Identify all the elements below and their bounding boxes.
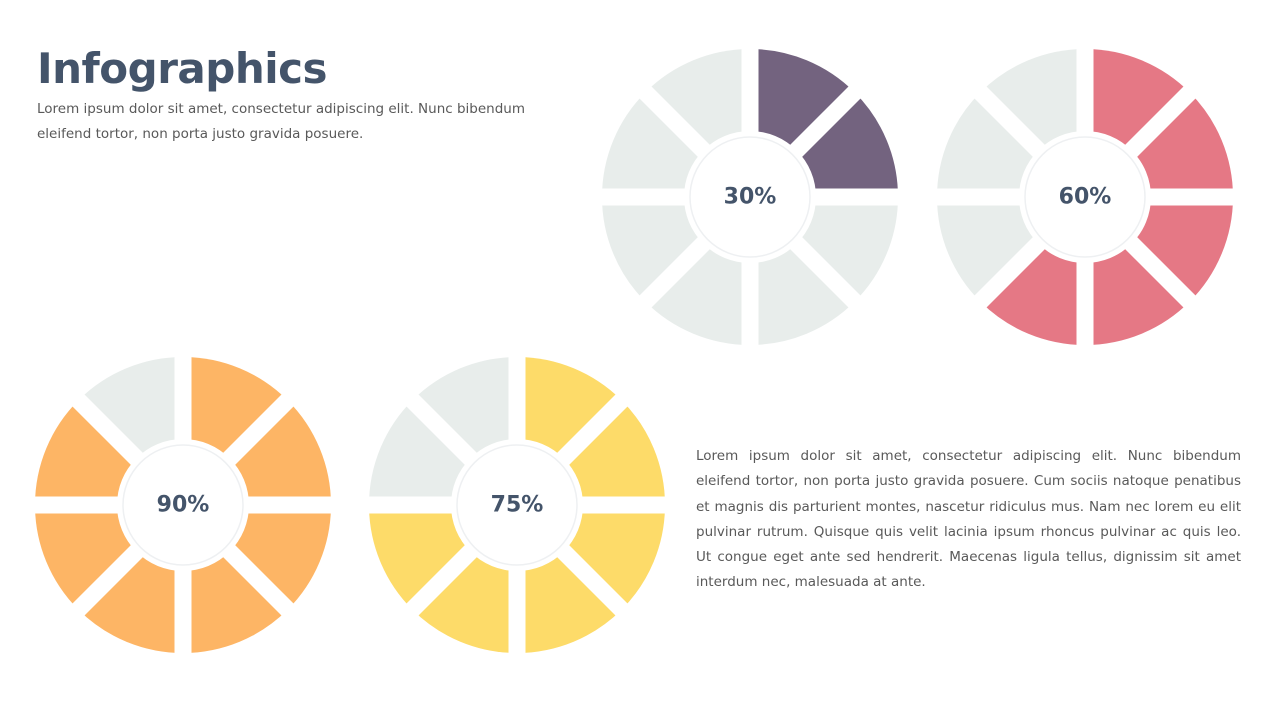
donut-percentage-label: 30% bbox=[724, 185, 777, 210]
donut-hole-ring bbox=[122, 444, 244, 566]
donut-svg: 75% bbox=[367, 355, 667, 655]
donut-hole bbox=[684, 131, 816, 263]
page-subtitle: Lorem ipsum dolor sit amet, consectetur … bbox=[37, 101, 526, 142]
donut-svg: 90% bbox=[33, 355, 333, 655]
donut-hole-ring bbox=[689, 136, 811, 258]
donut-percentage-label: 75% bbox=[491, 493, 544, 518]
page-title: Infographics bbox=[37, 44, 328, 93]
donut-svg: 60% bbox=[935, 47, 1235, 347]
donut-hole-ring bbox=[456, 444, 578, 566]
donut-percentage-label: 60% bbox=[1059, 185, 1112, 210]
donut-hole bbox=[1019, 131, 1151, 263]
donut-percentage-label: 90% bbox=[157, 493, 210, 518]
donut-chart-30: 30% bbox=[600, 47, 900, 347]
donut-chart-75: 75% bbox=[367, 355, 667, 655]
donut-chart-60: 60% bbox=[935, 47, 1235, 347]
donut-hole-ring bbox=[1024, 136, 1146, 258]
donut-chart-90: 90% bbox=[33, 355, 333, 655]
donut-hole bbox=[451, 439, 583, 571]
donut-hole bbox=[117, 439, 249, 571]
body-paragraph: Lorem ipsum dolor sit amet, consectetur … bbox=[696, 448, 1241, 591]
donut-svg: 30% bbox=[600, 47, 900, 347]
